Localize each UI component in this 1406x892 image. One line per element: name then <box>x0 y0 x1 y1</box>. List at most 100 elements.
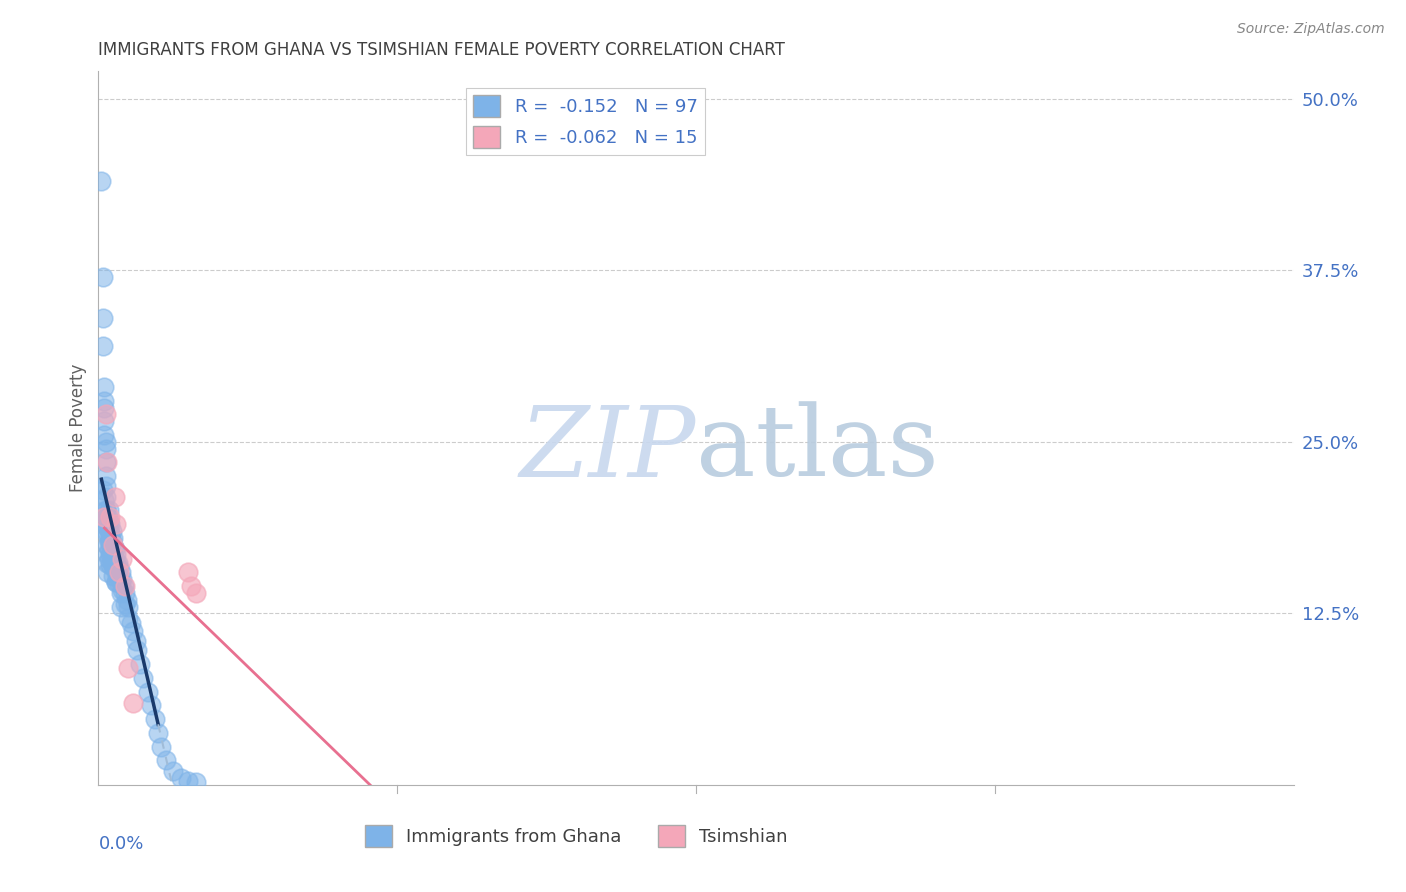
Point <box>177 773 200 788</box>
Point <box>91 311 114 326</box>
Point <box>104 551 127 566</box>
Point <box>105 566 128 580</box>
Point <box>105 517 128 532</box>
Point <box>117 599 139 614</box>
Point <box>114 586 136 600</box>
Point <box>103 558 125 573</box>
Point <box>103 569 125 583</box>
Point <box>96 528 118 542</box>
Point <box>162 764 184 779</box>
Point <box>97 533 120 548</box>
Point <box>101 524 124 538</box>
Point <box>96 520 118 534</box>
Point <box>143 712 166 726</box>
Point <box>111 551 134 566</box>
Point <box>94 455 117 469</box>
Point <box>108 561 131 575</box>
Point <box>101 544 124 558</box>
Point <box>94 469 117 483</box>
Point <box>98 533 122 548</box>
Point <box>108 572 131 586</box>
Point <box>139 698 162 713</box>
Point <box>94 408 117 422</box>
Text: IMMIGRANTS FROM GHANA VS TSIMSHIAN FEMALE POVERTY CORRELATION CHART: IMMIGRANTS FROM GHANA VS TSIMSHIAN FEMAL… <box>98 41 786 59</box>
Point <box>120 615 142 630</box>
Point <box>93 414 115 428</box>
Point <box>94 524 117 538</box>
Point <box>121 624 143 639</box>
Point <box>98 558 122 573</box>
Point <box>91 270 114 285</box>
Point <box>96 548 118 562</box>
Point <box>125 633 148 648</box>
Point <box>94 479 117 493</box>
Point <box>93 428 115 442</box>
Point <box>93 393 115 408</box>
Point <box>136 684 159 698</box>
Point <box>110 586 132 600</box>
Point <box>91 483 114 497</box>
Point <box>103 538 125 552</box>
Point <box>98 526 122 541</box>
Point <box>180 579 202 593</box>
Point <box>94 515 117 529</box>
Point <box>103 531 125 545</box>
Point <box>110 566 132 580</box>
Point <box>97 523 120 537</box>
Point <box>150 739 173 754</box>
Point <box>97 523 120 537</box>
Point <box>96 566 118 580</box>
Point <box>94 490 117 504</box>
Point <box>91 339 114 353</box>
Point <box>169 771 191 785</box>
Y-axis label: Female Poverty: Female Poverty <box>69 364 87 492</box>
Point <box>105 574 128 589</box>
Point <box>93 492 115 507</box>
Point <box>96 510 118 524</box>
Point <box>107 574 129 589</box>
Point <box>96 538 118 552</box>
Point <box>110 574 132 589</box>
Text: atlas: atlas <box>696 401 939 498</box>
Point <box>155 753 177 767</box>
Point <box>103 538 125 552</box>
Point <box>107 556 129 570</box>
Point <box>97 541 120 556</box>
Point <box>97 503 120 517</box>
Point <box>110 599 132 614</box>
Point <box>114 597 136 611</box>
Point <box>103 548 125 562</box>
Point <box>121 696 143 710</box>
Point <box>93 401 115 415</box>
Point <box>105 548 128 562</box>
Point <box>93 380 115 394</box>
Point <box>115 592 138 607</box>
Point <box>96 513 118 527</box>
Point <box>104 561 127 575</box>
Point <box>111 583 134 598</box>
Point <box>98 510 122 524</box>
Point <box>101 533 124 548</box>
Point <box>94 442 117 456</box>
Point <box>97 551 120 566</box>
Point <box>114 579 136 593</box>
Point <box>117 610 139 624</box>
Point <box>96 455 118 469</box>
Point <box>101 544 124 558</box>
Text: Source: ZipAtlas.com: Source: ZipAtlas.com <box>1237 22 1385 37</box>
Text: ZIP: ZIP <box>520 402 696 497</box>
Point <box>98 548 122 562</box>
Point <box>105 556 128 570</box>
Point <box>184 586 207 600</box>
Point <box>108 566 131 580</box>
Point <box>97 513 120 527</box>
Point <box>177 566 200 580</box>
Point <box>107 566 129 580</box>
Point <box>117 661 139 675</box>
Point <box>127 643 149 657</box>
Legend: Immigrants from Ghana, Tsimshian: Immigrants from Ghana, Tsimshian <box>357 818 796 855</box>
Point <box>101 556 124 570</box>
Point <box>94 503 117 517</box>
Point <box>103 556 125 570</box>
Point <box>129 657 152 672</box>
